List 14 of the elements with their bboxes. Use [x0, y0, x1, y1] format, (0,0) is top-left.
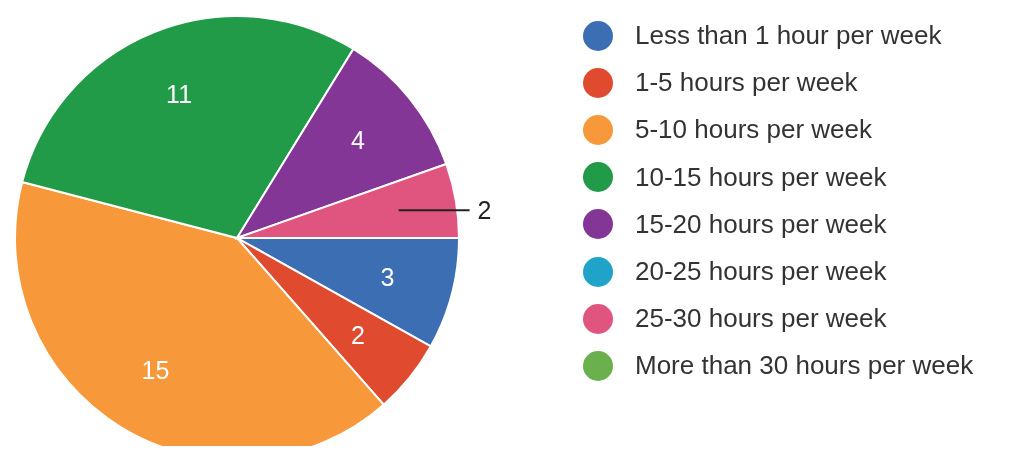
data-label: 15 [141, 356, 170, 385]
legend-label: 10-15 hours per week [635, 161, 887, 193]
data-label: 11 [166, 79, 193, 108]
legend-label: 5-10 hours per week [635, 114, 873, 146]
data-label: 3 [380, 262, 395, 291]
legend-label: 15-20 hours per week [635, 208, 887, 240]
data-label: 2 [350, 321, 365, 350]
legend-label: 20-25 hours per week [635, 256, 887, 288]
legend-label: Less than 1 hour per week [635, 20, 942, 52]
legend-label: More than 30 hours per week [635, 350, 974, 382]
data-label: 2 [477, 196, 492, 225]
legend-label: 1-5 hours per week [635, 67, 858, 99]
legend-label: 25-30 hours per week [635, 303, 887, 335]
data-label: 4 [350, 126, 365, 155]
